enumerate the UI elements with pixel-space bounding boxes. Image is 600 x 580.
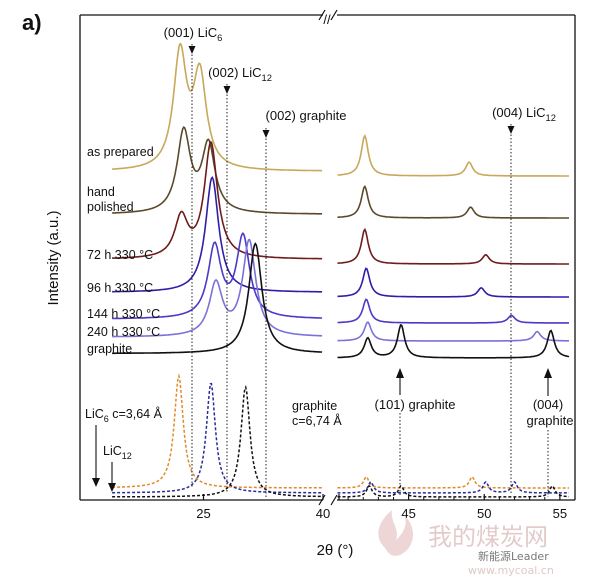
reference-pattern-line xyxy=(112,385,323,498)
series-line xyxy=(337,184,569,219)
annotation-arrow-101-head xyxy=(396,368,404,378)
annotation-002-lic12: (002) LiC12 xyxy=(208,65,272,83)
annotation-001-lic6: (001) LiC6 xyxy=(164,25,223,43)
x-tick-label: 55 xyxy=(553,506,567,521)
watermark-url: www.mycoal.cn xyxy=(468,564,554,577)
reference-pattern-line xyxy=(337,475,569,489)
annotation-101-graphite: (101) graphite xyxy=(375,397,456,412)
annotation-line-lic6-head xyxy=(188,46,196,54)
ref-label-lic12: LiC12 xyxy=(103,444,132,461)
x-tick-label: 25 xyxy=(196,506,210,521)
series-label: 96 h 330 °C xyxy=(87,281,153,295)
series-line xyxy=(337,227,569,265)
watermark-text: 我的煤炭网 xyxy=(428,523,548,551)
annotation-002-graphite: (002) graphite xyxy=(266,108,347,123)
annotation-line-lic12-head xyxy=(223,86,231,94)
series-line xyxy=(112,242,323,355)
reference-pattern-line xyxy=(112,373,323,489)
series-line xyxy=(337,267,569,298)
series-line xyxy=(112,43,323,172)
series-label: 72 h 330 °C xyxy=(87,248,153,262)
series-label: 144 h 330 °C xyxy=(87,307,160,321)
ref-arrow-head xyxy=(92,478,100,487)
ref-label-graphite-c: c=6,74 Å xyxy=(292,413,342,428)
axis-break-mark xyxy=(318,494,326,506)
x-tick-label: 40 xyxy=(316,506,330,521)
series-line xyxy=(337,133,569,177)
series-label: graphite xyxy=(87,342,132,356)
annotation-arrow-004-head xyxy=(544,368,552,378)
series-label: hand xyxy=(87,185,115,199)
series-label: polished xyxy=(87,200,134,214)
annotation-line-004-lic12-head xyxy=(507,126,515,134)
x-tick-label: 45 xyxy=(401,506,415,521)
watermark-logo-icon xyxy=(378,510,414,556)
reference-pattern-line xyxy=(337,484,570,498)
axis-break-mark xyxy=(330,494,338,506)
series-label: 240 h 330 °C xyxy=(87,325,160,339)
axis-break-label: // xyxy=(323,12,331,27)
reference-pattern-line xyxy=(112,382,323,494)
series-line xyxy=(112,141,323,260)
x-axis-label: 2θ (°) xyxy=(317,542,354,559)
axis-break-mark xyxy=(318,9,326,21)
series-line xyxy=(337,298,569,324)
series-line xyxy=(337,321,569,342)
series-label: as prepared xyxy=(87,145,154,159)
annotation-004-lic12: (004) LiC12 xyxy=(492,105,556,123)
panel-label: a) xyxy=(22,10,42,35)
ref-label-lic6: LiC6 c=3,64 Å xyxy=(85,406,163,424)
series-line xyxy=(112,176,323,293)
x-tick-label: 50 xyxy=(477,506,491,521)
watermark-sub: 新能源Leader xyxy=(478,549,549,563)
y-axis-label: Intensity (a.u.) xyxy=(45,210,62,305)
series-line xyxy=(112,238,323,338)
reference-pattern-line xyxy=(337,480,569,494)
series-line xyxy=(112,232,323,320)
annotation-004-graphite: graphite xyxy=(527,413,574,428)
ref-arrow-head xyxy=(108,483,116,492)
ref-label-graphite: graphite xyxy=(292,399,337,413)
annotation-004: (004) xyxy=(533,397,563,412)
axis-break-mark xyxy=(330,9,338,21)
annotation-line-graphite-head xyxy=(262,130,270,138)
series-line xyxy=(337,323,570,359)
